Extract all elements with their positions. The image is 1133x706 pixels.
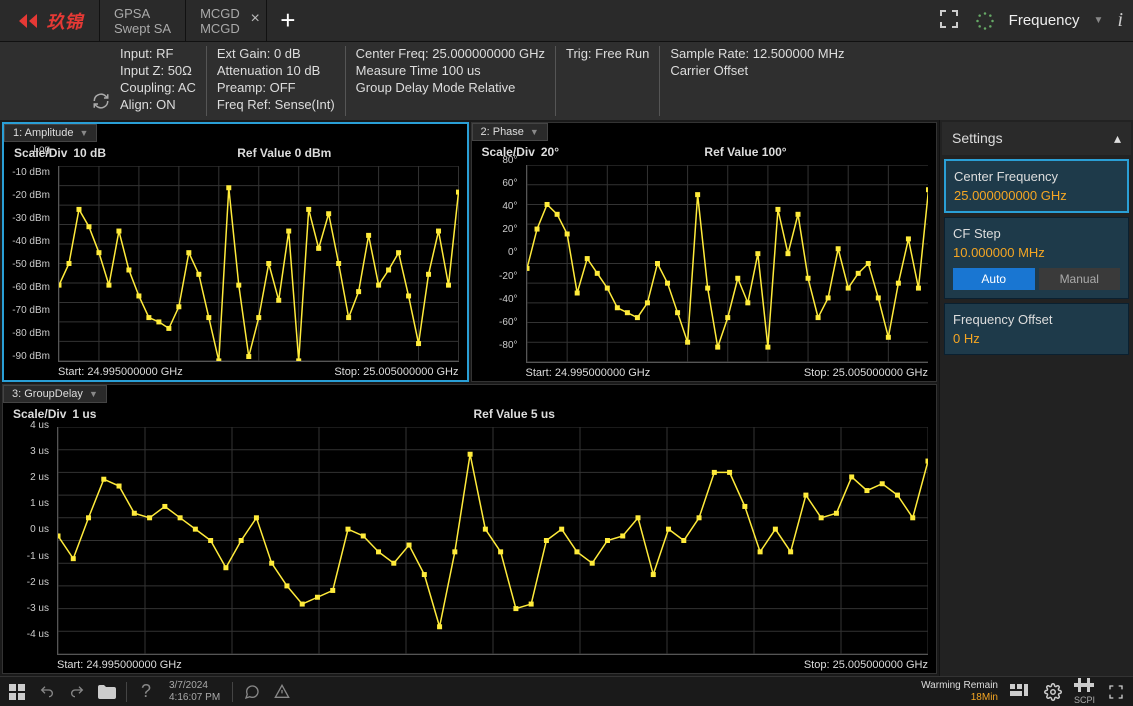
tab-mcgd[interactable]: MCGD MCGD ×	[186, 0, 267, 41]
top-bar: 玖锦 GPSA Swept SA MCGD MCGD × + Frequency…	[0, 0, 1133, 42]
chart-phase[interactable]: 2: Phase▼ Scale/Div 20° Ref Value 100° 8…	[471, 122, 938, 382]
info-strip: Input: RF Input Z: 50Ω Coupling: AC Alig…	[0, 42, 1133, 120]
panel-freq-offset[interactable]: Frequency Offset 0 Hz	[944, 303, 1129, 355]
bottom-bar: ? 3/7/20244:16:07 PM Warming Remain 18Mi…	[0, 676, 1133, 706]
tab-gpsa[interactable]: GPSA Swept SA	[100, 0, 186, 41]
y-axis-labels: Log-10 dBm-20 dBm-30 dBm-40 dBm-50 dBm-6…	[4, 144, 54, 362]
main: 1: Amplitude▼ Scale/Div 10 dB Ref Value …	[0, 120, 1133, 676]
expand-icon[interactable]	[1103, 679, 1129, 705]
windows-icon[interactable]	[4, 679, 30, 705]
caret-down-icon[interactable]: ▼	[1094, 15, 1104, 26]
y-axis-labels: 4 us3 us2 us1 us0 us-1 us-2 us-3 us-4 us	[3, 405, 53, 655]
undo-icon[interactable]	[34, 679, 60, 705]
chart-tab-amplitude[interactable]: 1: Amplitude▼	[4, 124, 97, 142]
chart-amplitude[interactable]: 1: Amplitude▼ Scale/Div 10 dB Ref Value …	[2, 122, 469, 382]
add-tab-button[interactable]: +	[267, 0, 309, 41]
plot-area	[526, 165, 929, 363]
redo-icon[interactable]	[64, 679, 90, 705]
panel-cf-step[interactable]: CF Step 10.000000 MHz Auto Manual	[944, 217, 1129, 299]
tabs: GPSA Swept SA MCGD MCGD ×	[100, 0, 267, 41]
info-col-5: Sample Rate: 12.500000 MHz Carrier Offse…	[660, 46, 854, 116]
folder-icon[interactable]	[94, 679, 120, 705]
chart-header: Scale/Div 1 us Ref Value 5 us	[3, 403, 936, 425]
frequency-label[interactable]: Frequency	[1009, 12, 1080, 29]
info-col-3: Center Freq: 25.000000000 GHz Measure Ti…	[346, 46, 556, 116]
chart-footer: Start: 24.995000000 GHz Stop: 25.0050000…	[526, 367, 929, 379]
panel-center-freq[interactable]: Center Frequency 25.000000000 GHz	[944, 159, 1129, 213]
chart-header: Scale/Div 10 dB Ref Value 0 dBm	[4, 142, 467, 164]
chart-footer: Start: 24.995000000 GHz Stop: 25.0050000…	[58, 366, 459, 378]
plot-area	[58, 166, 459, 362]
chevron-up-icon: ▴	[1114, 130, 1121, 147]
gear-icon[interactable]	[1040, 679, 1066, 705]
warming-status: Warming Remain 18Min	[921, 680, 998, 704]
fullscreen-icon[interactable]	[937, 7, 961, 34]
chat-icon[interactable]	[239, 679, 265, 705]
auto-button[interactable]: Auto	[953, 268, 1035, 290]
info-col-4: Trig: Free Run	[556, 46, 660, 116]
spinner-icon	[975, 11, 995, 31]
chevron-down-icon[interactable]: ▼	[530, 127, 539, 137]
chevron-down-icon[interactable]: ▼	[89, 389, 98, 399]
layout-icon[interactable]	[1006, 679, 1032, 705]
help-icon[interactable]: ?	[133, 679, 159, 705]
chart-tab-phase[interactable]: 2: Phase▼	[472, 123, 548, 141]
scpi-button[interactable]: SCPI	[1074, 678, 1095, 705]
settings-header[interactable]: Settings ▴	[942, 122, 1131, 155]
chevron-down-icon[interactable]: ▼	[80, 128, 89, 138]
top-right: Frequency ▼ i	[937, 0, 1133, 41]
plot-area	[57, 427, 928, 655]
chart-header: Scale/Div 20° Ref Value 100°	[472, 141, 937, 163]
warning-icon[interactable]	[269, 679, 295, 705]
chart-groupdelay[interactable]: 3: GroupDelay▼ Scale/Div 1 us Ref Value …	[2, 384, 937, 674]
info-icon[interactable]: i	[1117, 9, 1123, 32]
chart-tab-groupdelay[interactable]: 3: GroupDelay▼	[3, 385, 107, 403]
logo-icon	[17, 11, 47, 31]
info-col-2: Ext Gain: 0 dB Attenuation 10 dB Preamp:…	[207, 46, 346, 116]
charts-area: 1: Amplitude▼ Scale/Div 10 dB Ref Value …	[0, 120, 939, 676]
chart-footer: Start: 24.995000000 GHz Stop: 25.0050000…	[57, 659, 928, 671]
close-icon[interactable]: ×	[250, 10, 259, 28]
manual-button[interactable]: Manual	[1039, 268, 1121, 290]
sidebar: Settings ▴ Center Frequency 25.000000000…	[939, 120, 1133, 676]
logo-text: 玖锦	[47, 8, 83, 34]
y-axis-labels: 80°60°40°20°0°-20°-40°-60°-80°	[472, 143, 522, 363]
refresh-icon[interactable]	[92, 92, 110, 113]
datetime: 3/7/20244:16:07 PM	[163, 680, 226, 704]
logo: 玖锦	[0, 0, 100, 41]
